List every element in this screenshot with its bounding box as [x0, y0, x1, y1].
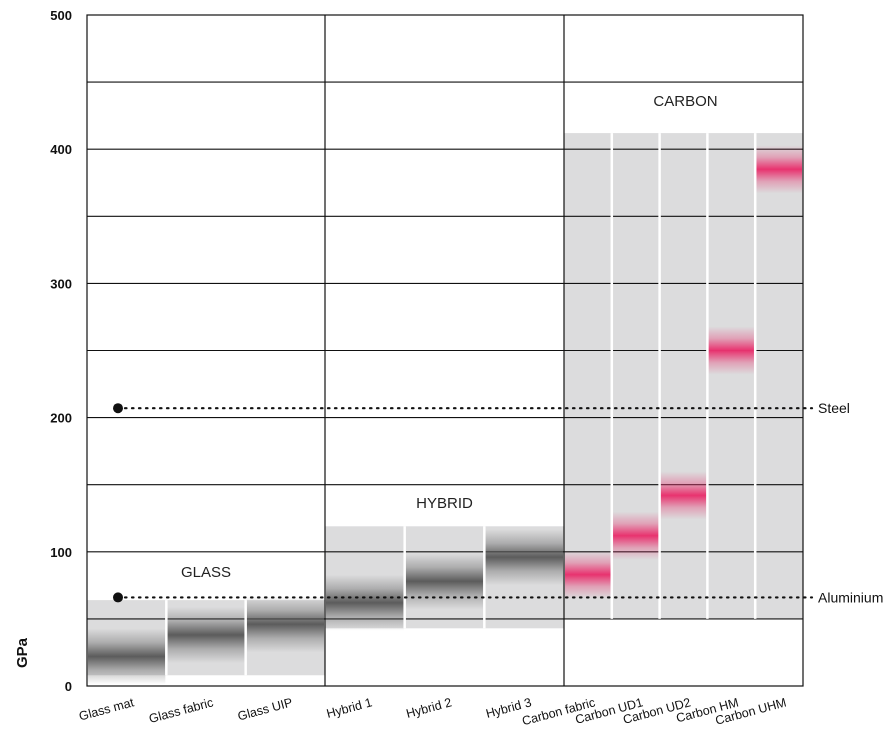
- value-mark: [246, 596, 324, 653]
- value-mark: [708, 326, 755, 375]
- reference-dot: [113, 403, 123, 414]
- category-label: Hybrid 1: [325, 695, 374, 721]
- category-label: Glass fabric: [147, 695, 214, 726]
- y-tick-label: 500: [50, 8, 72, 23]
- value-mark: [612, 511, 659, 560]
- value-mark: [565, 550, 611, 599]
- y-tick-label: 100: [50, 545, 72, 560]
- range-band: [707, 133, 756, 619]
- reference-dot: [113, 592, 123, 603]
- category-label: Hybrid 2: [405, 695, 454, 721]
- value-mark: [326, 574, 404, 631]
- value-mark: [485, 529, 563, 586]
- y-axis-title: GPa: [14, 637, 31, 668]
- group-label: HYBRID: [416, 495, 473, 512]
- range-band: [659, 133, 708, 619]
- value-mark: [660, 471, 707, 520]
- y-tick-label: 400: [50, 142, 72, 157]
- range-band: [564, 133, 612, 619]
- value-mark: [756, 145, 802, 194]
- category-label: Glass UIP: [236, 695, 294, 723]
- value-marks: [88, 145, 802, 685]
- group-label: GLASS: [181, 564, 231, 581]
- reference-label: Aluminium: [818, 589, 883, 605]
- value-mark: [88, 628, 166, 685]
- y-tick-label: 0: [65, 679, 72, 694]
- column-separators: [86, 14, 804, 687]
- reference-lines: Steel Aluminium: [113, 400, 883, 605]
- value-mark: [167, 607, 245, 664]
- category-label: Glass mat: [77, 695, 135, 723]
- plot-frame: [86, 14, 804, 687]
- group-label: CARBON: [653, 93, 717, 110]
- value-mark: [405, 553, 484, 610]
- y-tick-label: 300: [50, 276, 72, 291]
- y-tick-label: 200: [50, 411, 72, 426]
- reference-label: Steel: [818, 400, 850, 416]
- range-band: [755, 133, 803, 619]
